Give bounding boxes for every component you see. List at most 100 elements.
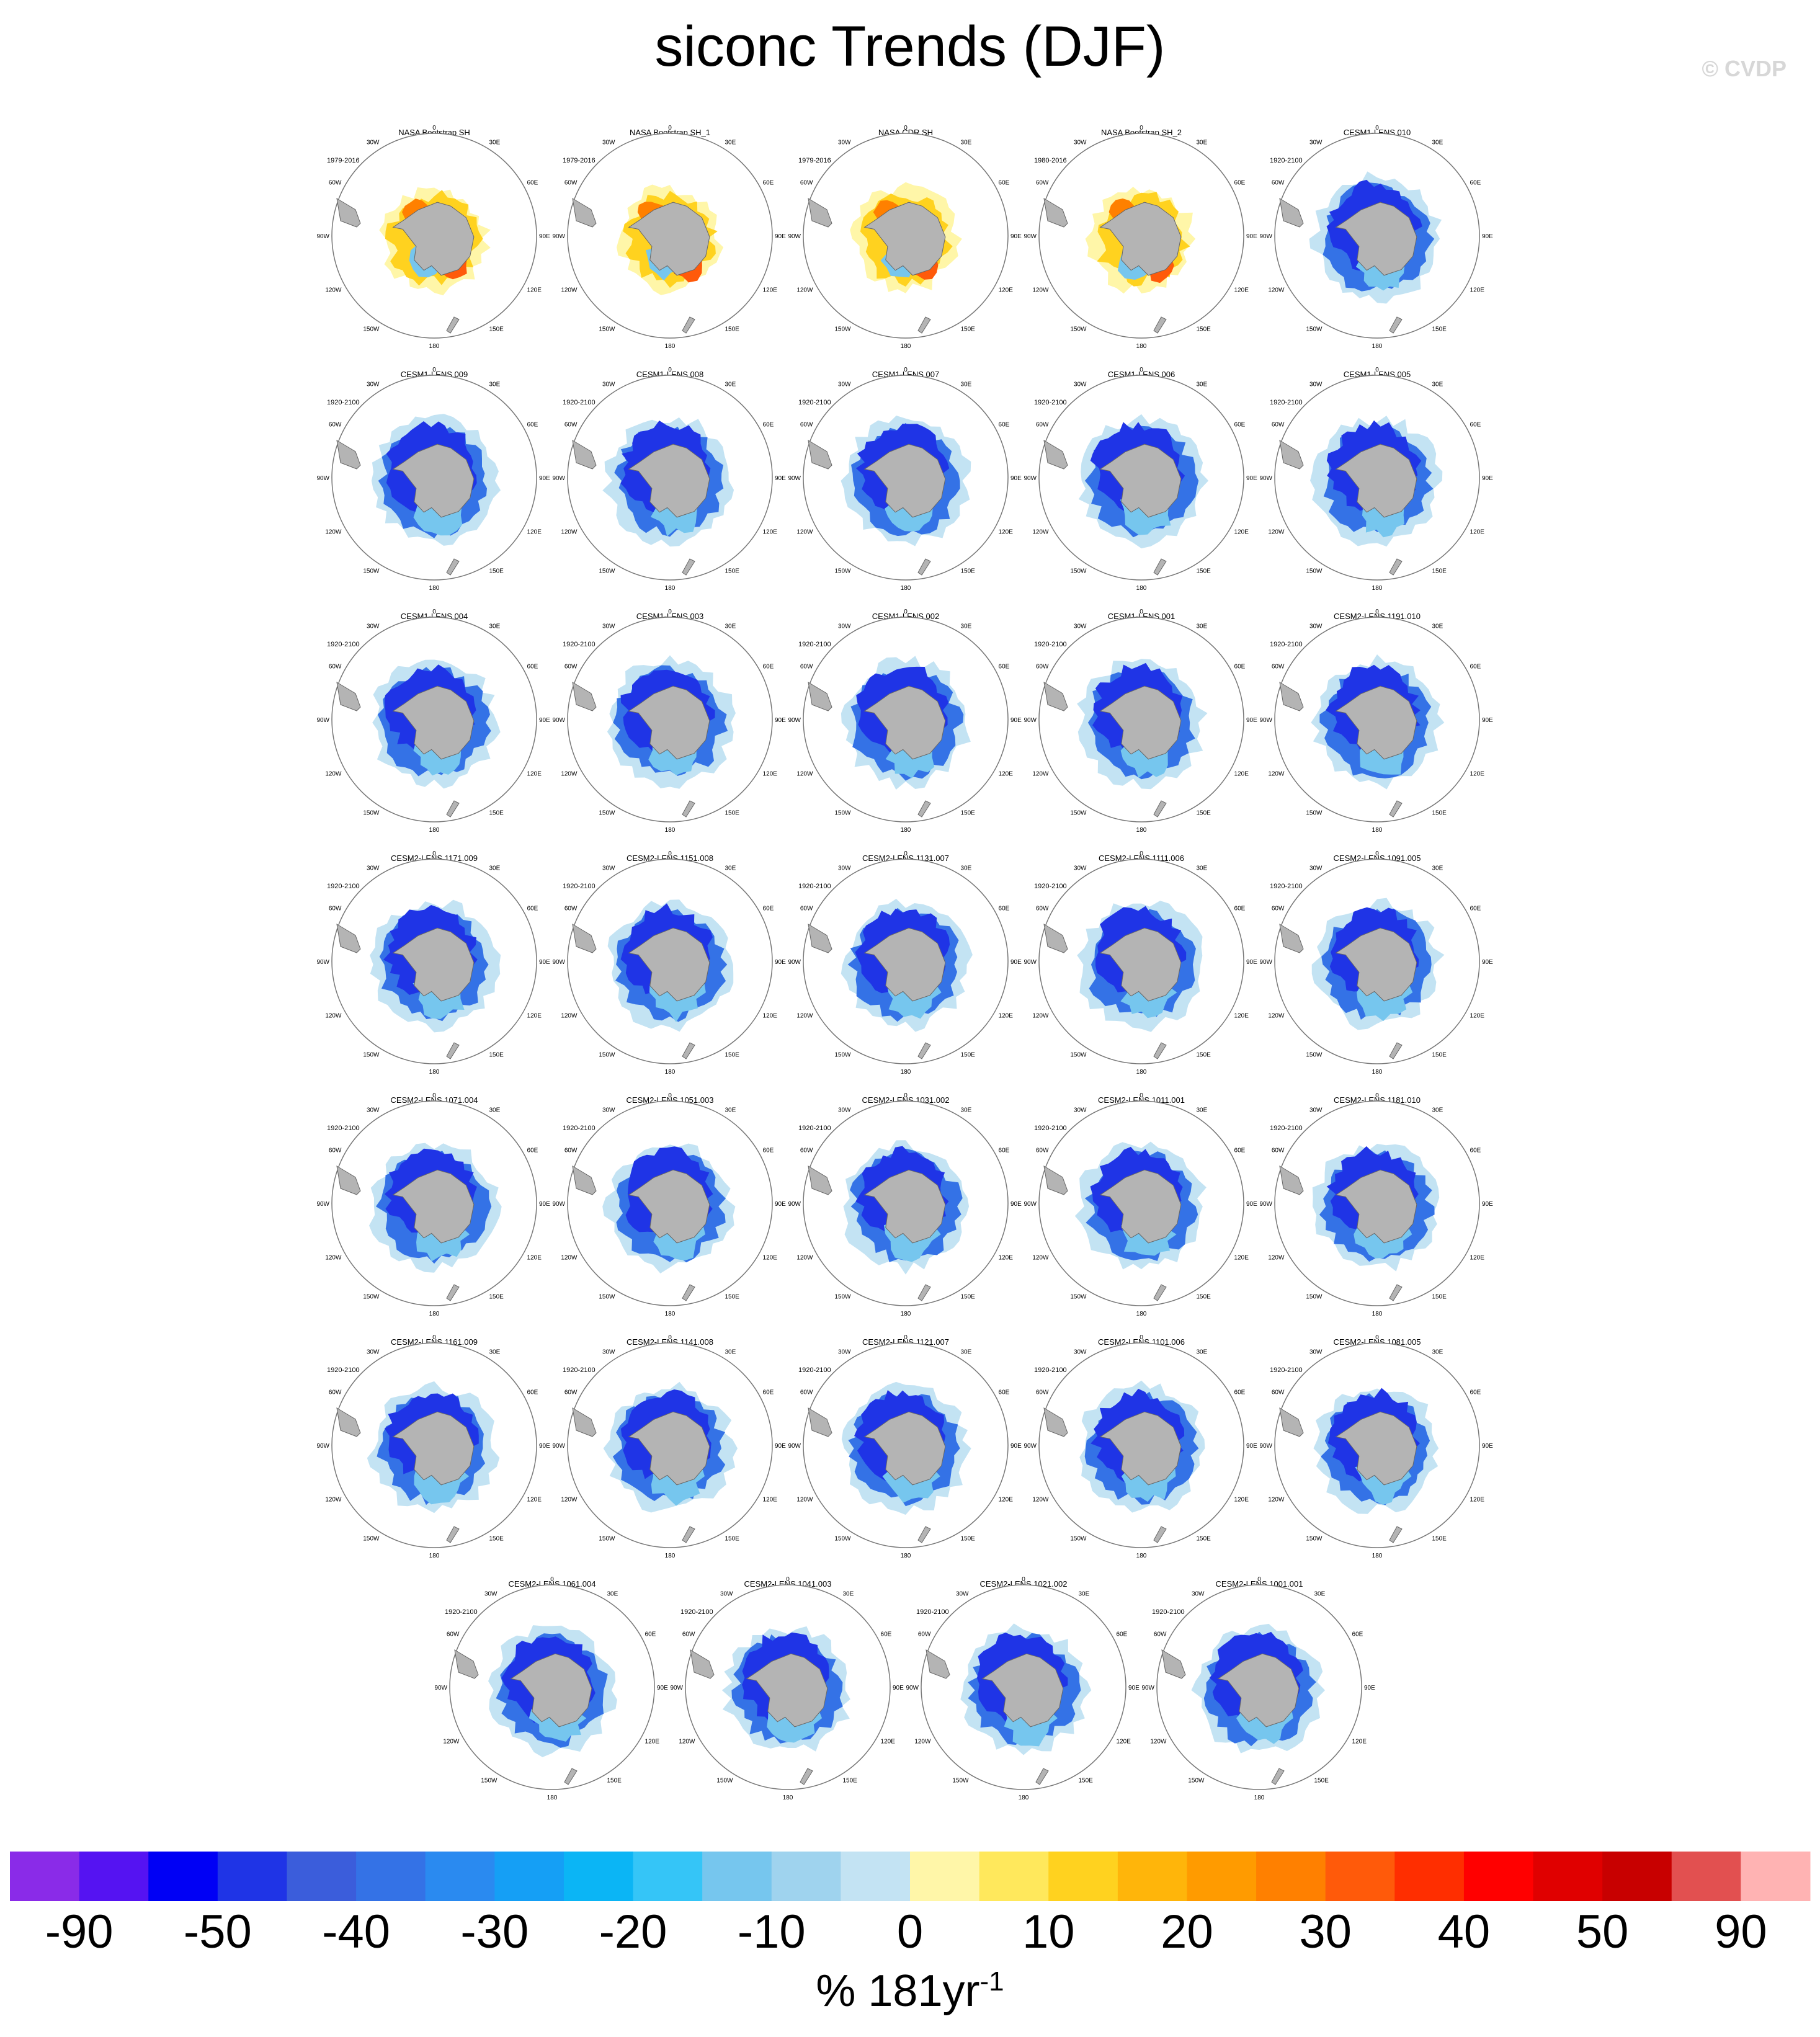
map-grid-label: 150E xyxy=(725,326,740,333)
panel-period: 1920-2100 xyxy=(1270,1125,1303,1132)
map-grid-label: 90W xyxy=(1141,1685,1154,1692)
map-grid-label: 60W xyxy=(1272,906,1285,912)
map-grid-label: 30E xyxy=(1432,139,1443,146)
colorbar-swatch xyxy=(1741,1852,1811,1901)
colorbar-tick-label: 40 xyxy=(1437,1906,1491,1958)
map-grid-label: 120E xyxy=(1470,1013,1485,1020)
map-grid-label: 60E xyxy=(1234,664,1246,671)
map-grid-label: 0 xyxy=(668,125,672,131)
map-grid-label: 150E xyxy=(489,1536,504,1543)
panel-period: 1920-2100 xyxy=(1034,883,1067,890)
map-grid-label: 0 xyxy=(1375,850,1379,857)
new-zealand-land xyxy=(446,1042,460,1059)
panel-title: CESM2-LENS 1001.001 xyxy=(1216,1579,1303,1589)
panel-title: CESM2-LENS 1141.008 xyxy=(627,1337,713,1347)
antarctica-land xyxy=(863,202,946,276)
map-grid-label: 150W xyxy=(363,1052,380,1059)
map-grid-label: 30E xyxy=(725,623,736,630)
new-zealand-land xyxy=(1153,1526,1167,1543)
new-zealand-land xyxy=(1153,1284,1167,1301)
colorbar-tick-label: -40 xyxy=(322,1906,390,1958)
map-grid-label: 90E xyxy=(775,959,786,966)
map-grid-label: 150E xyxy=(489,1052,504,1059)
map-panel: CESM2-LENS 1011.001 1920-2100 0 180 90W 90E 30… xyxy=(1024,1092,1257,1317)
colorbar-tick-label: 30 xyxy=(1299,1906,1352,1958)
map-grid-label: 150E xyxy=(489,810,504,817)
panel-title: CESM2-LENS 1051.003 xyxy=(627,1095,714,1105)
panel-title: CESM2-LENS 1161.009 xyxy=(391,1337,478,1347)
colorbar-swatch xyxy=(10,1852,80,1901)
map-grid-label: 120E xyxy=(527,771,542,778)
map-grid-label: 120W xyxy=(561,771,578,778)
map-panel: CESM2-LENS 1111.006 1920-2100 0 180 90W 90E 30… xyxy=(1024,850,1257,1076)
colorbar xyxy=(10,1852,1811,1901)
map-grid-label: 0 xyxy=(432,1334,436,1341)
map-grid-label: 150E xyxy=(1432,810,1447,817)
map-grid-label: 180 xyxy=(901,585,911,592)
map-grid-label: 120E xyxy=(1470,1497,1485,1504)
map-grid-label: 60W xyxy=(564,1148,578,1154)
new-zealand-land xyxy=(682,316,695,334)
map-grid-label: 90E xyxy=(1482,1201,1493,1208)
antarctica-land xyxy=(392,927,475,1002)
colorbar-tick-label: -90 xyxy=(45,1906,114,1958)
map-grid-label: 60E xyxy=(763,906,774,912)
panel-period: 1979-2016 xyxy=(798,157,831,164)
map-grid-label: 30E xyxy=(1432,865,1443,871)
map-grid-label: 180 xyxy=(901,827,911,834)
south-america-land xyxy=(336,1166,361,1195)
panel-period: 1920-2100 xyxy=(1034,1125,1067,1132)
new-zealand-land xyxy=(446,316,460,334)
map-grid-label: 120E xyxy=(763,1497,778,1504)
map-grid-label: 120E xyxy=(999,1013,1014,1020)
new-zealand-land xyxy=(917,1284,931,1301)
map-grid-label: 60E xyxy=(763,664,774,671)
south-america-land xyxy=(1279,198,1304,228)
colorbar-swatch xyxy=(1533,1852,1603,1901)
map-grid-label: 30E xyxy=(725,381,736,388)
south-america-land xyxy=(808,1407,832,1437)
map-grid-label: 120E xyxy=(763,529,778,536)
map-grid-label: 90W xyxy=(1259,1443,1272,1450)
colorbar-swatch xyxy=(563,1852,634,1901)
map-grid-label: 150E xyxy=(489,1294,504,1301)
map-grid-label: 90E xyxy=(1010,959,1022,966)
map-grid-label: 30W xyxy=(1074,381,1087,388)
map-grid-label: 30E xyxy=(607,1590,618,1597)
map-grid-label: 180 xyxy=(783,1794,793,1801)
map-grid-label: 60E xyxy=(763,1148,774,1154)
map-grid-label: 0 xyxy=(1140,125,1143,131)
antarctica-land xyxy=(1099,685,1182,760)
map-grid-label: 90W xyxy=(788,475,801,482)
map-grid-label: 150E xyxy=(725,568,740,575)
map-grid-label: 150E xyxy=(607,1778,622,1785)
map-grid-label: 180 xyxy=(1372,343,1383,350)
map-grid-label: 150E xyxy=(489,326,504,333)
south-america-land xyxy=(1043,440,1068,470)
map-grid-label: 30W xyxy=(1309,381,1323,388)
map-panel: CESM2-LENS 1171.009 1920-2100 0 180 90W 90E 30… xyxy=(316,850,550,1076)
south-america-land xyxy=(1279,440,1304,470)
map-panel: CESM2-LENS 1041.003 1920-2100 0 180 90W 90E 30… xyxy=(670,1576,904,1801)
map-grid-label: 30W xyxy=(367,381,380,388)
colorbar-swatch xyxy=(494,1852,564,1901)
map-grid-label: 30W xyxy=(838,139,851,146)
new-zealand-land xyxy=(682,1042,695,1059)
map-grid-label: 60E xyxy=(527,906,538,912)
map-grid-label: 30W xyxy=(838,381,851,388)
map-grid-label: 60W xyxy=(1036,1389,1049,1396)
map-grid-label: 30W xyxy=(838,1348,851,1355)
south-america-land xyxy=(1043,198,1068,228)
panel-title: CESM2-LENS 1111.006 xyxy=(1099,854,1184,863)
colorbar-swatch xyxy=(633,1852,703,1901)
map-grid-label: 0 xyxy=(1022,1576,1025,1583)
map-grid-label: 90W xyxy=(1259,475,1272,482)
map-grid-label: 90W xyxy=(788,959,801,966)
map-grid-label: 30E xyxy=(961,139,972,146)
south-america-land xyxy=(336,924,361,953)
map-grid-label: 150W xyxy=(599,1294,615,1301)
map-grid-label: 0 xyxy=(668,367,672,373)
map-grid-label: 30E xyxy=(489,623,501,630)
map-grid-label: 150E xyxy=(1197,1536,1211,1543)
map-grid-label: 180 xyxy=(429,1069,440,1076)
